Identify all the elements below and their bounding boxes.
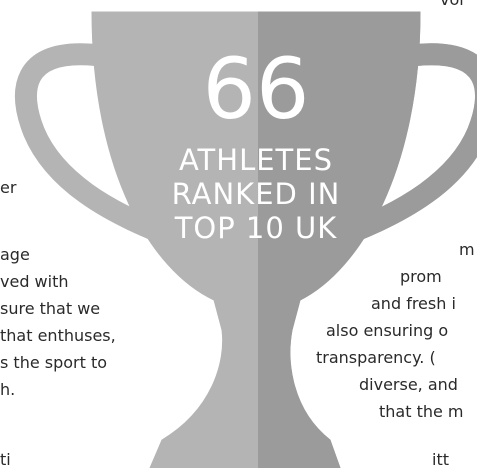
body-text: s the sport to [0, 353, 108, 372]
body-text: itt [432, 450, 449, 468]
body-text: h. [0, 380, 16, 399]
stat-caption: ATHLETES [179, 143, 333, 177]
stat-number: 66 [203, 40, 310, 138]
body-text: also ensuring o [326, 321, 449, 340]
body-text: ti [0, 450, 11, 468]
body-text: that the m [379, 402, 464, 421]
body-text: transparency. ( [316, 348, 436, 367]
body-text: prom [400, 267, 442, 286]
body-text: sure that we [0, 299, 101, 318]
body-text: er [0, 178, 17, 197]
body-text: ved with [0, 272, 69, 291]
body-text: diverse, and [359, 375, 458, 394]
body-text: that enthuses, [0, 326, 116, 345]
stat-caption: TOP 10 UK [174, 211, 338, 245]
body-text: age [0, 245, 30, 264]
body-text: vol [440, 0, 464, 10]
stat-caption: RANKED IN [172, 177, 341, 211]
body-text: and fresh i [371, 294, 456, 313]
body-text: m [459, 240, 475, 259]
